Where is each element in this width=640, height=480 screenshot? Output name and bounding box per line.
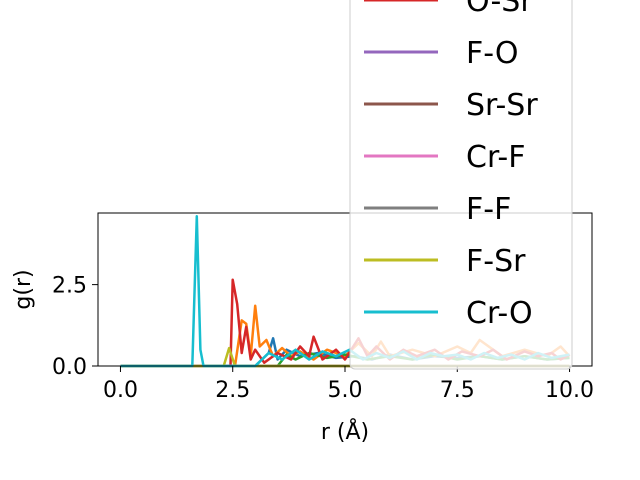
legend-label: O-Sr [466, 0, 533, 19]
x-axis-ticks: 0.0 2.5 5.0 7.5 10.0 [103, 366, 594, 403]
legend-label: Cr-F [466, 140, 525, 175]
y-tick-label: 2.5 [52, 274, 87, 299]
y-axis-label: g(r) [11, 269, 36, 309]
legend-label: Sr-Sr [466, 88, 538, 123]
legend-label: F-O [466, 36, 519, 71]
legend-entry: O-Sr [364, 0, 533, 19]
legend-entry: F-Sr [364, 244, 526, 279]
y-tick-label: 0.0 [52, 355, 87, 380]
legend-entry: F-O [364, 36, 519, 71]
x-tick-label: 5.0 [328, 378, 363, 403]
legend-box [349, 0, 573, 370]
legend-label: Cr-O [466, 296, 533, 331]
legend-entry: F-F [364, 192, 511, 227]
x-tick-label: 10.0 [545, 378, 594, 403]
x-tick-label: 2.5 [215, 378, 250, 403]
legend-entry: Cr-O [364, 296, 533, 331]
x-tick-label: 0.0 [103, 378, 138, 403]
x-tick-label: 7.5 [440, 378, 475, 403]
legend-label: F-Sr [466, 244, 526, 279]
legend-label: F-F [466, 192, 511, 227]
x-axis-label: r (Å) [321, 418, 369, 445]
legend-entry: Sr-Sr [364, 88, 538, 123]
y-axis-ticks: 0.0 2.5 [52, 274, 98, 380]
legend-entry: Cr-F [364, 140, 525, 175]
legend: O-Sr F-O Sr-Sr Cr-F F-F F-Sr Cr-O [349, 0, 573, 370]
